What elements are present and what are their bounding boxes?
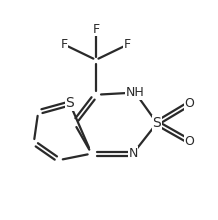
Text: O: O (185, 135, 195, 148)
Text: O: O (185, 97, 195, 110)
Text: F: F (124, 38, 131, 51)
Text: F: F (92, 23, 99, 36)
Text: S: S (65, 96, 74, 110)
Text: NH: NH (126, 86, 145, 99)
Text: N: N (128, 147, 138, 160)
Text: S: S (153, 116, 161, 130)
Text: F: F (61, 38, 68, 51)
